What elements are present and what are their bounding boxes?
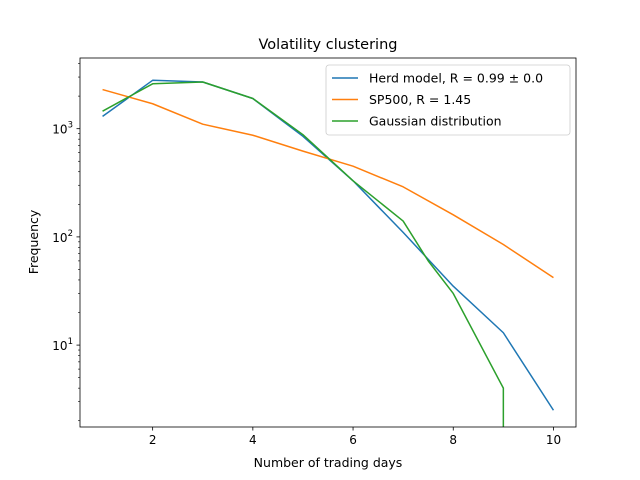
x-tick-label: 8: [449, 433, 457, 447]
plot-area: 2 4 6 8 10 101 102 103: [52, 63, 561, 447]
y-axis-label: Frequency: [26, 209, 41, 274]
legend-label-1: Herd model, R = 0.99 ± 0.0: [369, 71, 543, 86]
chart-title: Volatility clustering: [259, 37, 398, 53]
x-axis-label: Number of trading days: [254, 455, 403, 470]
y-tick-label: 101: [52, 337, 73, 353]
y-tick-label: 102: [52, 229, 73, 245]
series-line-3: [102, 81, 505, 427]
plot-frame: [79, 57, 577, 428]
legend-box: [325, 64, 571, 136]
legend: Herd model, R = 0.99 ± 0.0 SP500, R = 1.4…: [325, 64, 571, 136]
y-tick-label: 103: [52, 121, 73, 137]
x-tick-label: 10: [546, 433, 561, 447]
x-tick-label: 6: [349, 433, 357, 447]
x-tick-label: 2: [149, 433, 157, 447]
legend-label-2: SP500, R = 1.45: [369, 92, 471, 107]
x-tick-label: 4: [249, 433, 257, 447]
legend-label-3: Gaussian distribution: [369, 114, 502, 129]
